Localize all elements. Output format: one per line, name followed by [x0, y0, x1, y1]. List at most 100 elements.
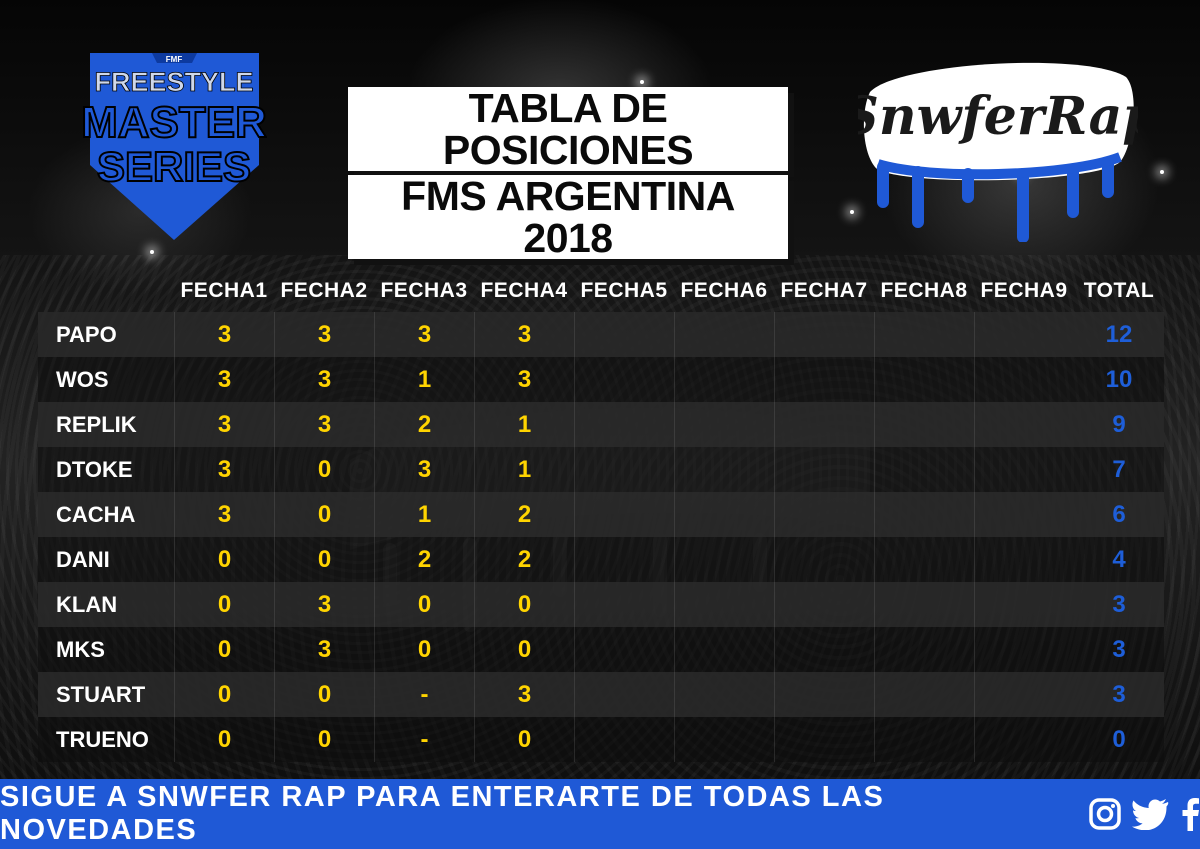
mc-name: TRUENO — [56, 726, 149, 752]
score-fecha6 — [674, 537, 774, 582]
score-fecha9 — [974, 402, 1074, 447]
table-row: PAPO 3 3 3 3 12 — [38, 312, 1164, 357]
column-header-fecha5: FECHA5 — [580, 279, 668, 302]
score-fecha9 — [974, 357, 1074, 402]
score-fecha3: 3 — [374, 312, 474, 357]
table-row: CACHA 3 0 1 2 6 — [38, 492, 1164, 537]
score-fecha9 — [974, 582, 1074, 627]
score-fecha5 — [574, 357, 674, 402]
score-fecha2: 0 — [274, 537, 374, 582]
score-fecha2: 3 — [274, 627, 374, 672]
score-fecha1: 0 — [174, 582, 274, 627]
score-fecha1: 3 — [174, 447, 274, 492]
score-fecha2: 3 — [274, 312, 374, 357]
freestyle-master-series-logo: FMF FREESTYLE MASTER SERIES — [82, 53, 267, 240]
score-fecha7 — [774, 402, 874, 447]
score-fecha1: 3 — [174, 402, 274, 447]
mc-name: DTOKE — [56, 456, 133, 482]
total-points: 3 — [1112, 590, 1126, 618]
mc-name: CACHA — [56, 501, 136, 527]
score-fecha7 — [774, 537, 874, 582]
stage-light — [150, 250, 154, 254]
score-fecha3: 0 — [374, 582, 474, 627]
score-fecha8 — [874, 447, 974, 492]
score-fecha4: 3 — [474, 312, 574, 357]
header-name-spacer — [38, 270, 174, 312]
title-line-1: TABLA DE POSICIONES — [348, 87, 788, 171]
table-row: REPLIK 3 3 2 1 9 — [38, 402, 1164, 447]
score-fecha3: - — [374, 672, 474, 717]
column-header-fecha3: FECHA3 — [380, 279, 468, 302]
table-row: MKS 0 3 0 0 3 — [38, 627, 1164, 672]
score-fecha7 — [774, 627, 874, 672]
total-points: 3 — [1112, 635, 1126, 663]
score-fecha5 — [574, 492, 674, 537]
standings-table: FECHA1 FECHA2 FECHA3 FECHA4 FECHA5 FECHA… — [38, 270, 1164, 762]
score-fecha9 — [974, 627, 1074, 672]
score-fecha1: 3 — [174, 357, 274, 402]
score-fecha1: 3 — [174, 492, 274, 537]
score-fecha3: 2 — [374, 537, 474, 582]
table-row: TRUENO 0 0-0 0 — [38, 717, 1164, 762]
score-fecha7 — [774, 357, 874, 402]
social-icons — [1078, 797, 1200, 831]
score-fecha2: 3 — [274, 582, 374, 627]
facebook-icon[interactable] — [1180, 797, 1200, 831]
score-fecha4: 2 — [474, 537, 574, 582]
svg-text:FREESTYLE: FREESTYLE — [94, 67, 253, 97]
score-fecha7 — [774, 672, 874, 717]
score-fecha9 — [974, 492, 1074, 537]
score-fecha3: 3 — [374, 447, 474, 492]
score-fecha5 — [574, 447, 674, 492]
table-row: DANI 0 0 2 2 4 — [38, 537, 1164, 582]
score-fecha5 — [574, 402, 674, 447]
score-fecha8 — [874, 312, 974, 357]
score-fecha5 — [574, 717, 674, 762]
score-fecha6 — [674, 492, 774, 537]
column-header-fecha1: FECHA1 — [180, 279, 268, 302]
table-row: DTOKE 3 0 3 1 7 — [38, 447, 1164, 492]
table-row: WOS 3 3 1 3 10 — [38, 357, 1164, 402]
score-fecha4: 2 — [474, 492, 574, 537]
column-header-fecha9: FECHA9 — [980, 279, 1068, 302]
mc-name: MKS — [56, 636, 105, 662]
score-fecha6 — [674, 672, 774, 717]
stage-light — [640, 80, 644, 84]
score-fecha7 — [774, 447, 874, 492]
score-fecha4: 1 — [474, 447, 574, 492]
score-fecha7 — [774, 312, 874, 357]
footer-banner: SIGUE A SNWFER RAP PARA ENTERARTE DE TOD… — [0, 779, 1200, 849]
score-fecha1: 0 — [174, 627, 274, 672]
score-fecha9 — [974, 672, 1074, 717]
score-fecha2: 0 — [274, 717, 374, 762]
snwferrap-logo: SnwferRap — [858, 62, 1138, 242]
score-fecha5 — [574, 582, 674, 627]
score-fecha8 — [874, 717, 974, 762]
score-fecha9 — [974, 447, 1074, 492]
score-fecha3: 1 — [374, 357, 474, 402]
score-fecha2: 0 — [274, 447, 374, 492]
mc-name: WOS — [56, 366, 109, 392]
score-fecha8 — [874, 537, 974, 582]
score-fecha2: 3 — [274, 402, 374, 447]
mc-name: STUART — [56, 681, 146, 707]
table-row: KLAN 0 3 0 0 3 — [38, 582, 1164, 627]
table-header: FECHA1 FECHA2 FECHA3 FECHA4 FECHA5 FECHA… — [38, 270, 1164, 312]
twitter-icon[interactable] — [1132, 798, 1170, 830]
svg-text:SERIES: SERIES — [97, 143, 251, 190]
column-header-fecha6: FECHA6 — [680, 279, 768, 302]
score-fecha4: 0 — [474, 627, 574, 672]
score-fecha2: 0 — [274, 492, 374, 537]
total-points: 0 — [1112, 725, 1126, 753]
score-fecha4: 1 — [474, 402, 574, 447]
svg-text:FMF: FMF — [166, 55, 183, 64]
score-fecha3: 1 — [374, 492, 474, 537]
score-fecha4: 0 — [474, 582, 574, 627]
mc-name: REPLIK — [56, 411, 137, 437]
score-fecha9 — [974, 537, 1074, 582]
instagram-icon[interactable] — [1088, 797, 1122, 831]
score-fecha9 — [974, 312, 1074, 357]
score-fecha5 — [574, 537, 674, 582]
score-fecha1: 0 — [174, 537, 274, 582]
